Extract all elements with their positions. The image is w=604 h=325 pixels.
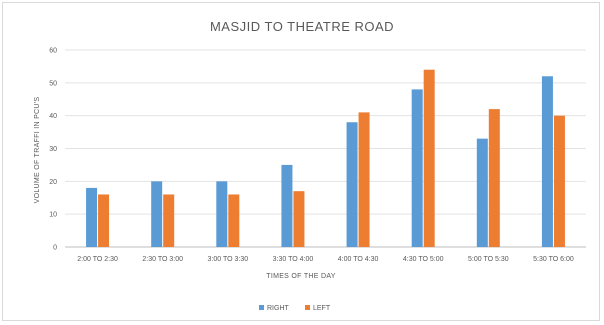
bar-left [98,194,110,247]
x-tick-label: 3:30 TO 4:00 [273,256,314,263]
y-axis-title: VOLUME OF TRAFFI IN PCU'S [34,97,41,204]
bar-right [151,181,163,247]
y-axis-ticks: 0 10 20 30 40 50 60 [49,48,57,252]
y-tick-label: 0 [53,245,57,252]
x-tick-label: 2:00 TO 2:30 [77,256,118,263]
y-tick-label: 30 [49,146,57,153]
x-tick-label: 3:00 TO 3:30 [208,256,249,263]
bar-right [216,181,228,247]
legend-label-right: RIGHT [267,305,290,312]
chart-title: MASJID TO THEATRE ROAD [210,19,394,34]
bar-left [358,112,370,247]
x-axis-title: TIMES OF THE DAY [266,273,336,280]
x-tick-label: 5:30 TO 6:00 [533,256,574,263]
legend-swatch-right [259,305,264,310]
legend-label-left: LEFT [313,305,331,312]
chart-frame [2,2,600,321]
bar-left [553,115,565,248]
bar-left [228,194,240,247]
bar-right [411,89,423,248]
y-tick-label: 20 [49,179,57,186]
y-tick-label: 10 [49,212,57,219]
bar-right [541,76,553,248]
bar-left [163,194,175,247]
bar-right [476,138,488,247]
x-tick-label: 4:30 TO 5:00 [403,256,444,263]
bar-right [86,187,98,247]
bar-left [423,69,435,247]
y-tick-label: 60 [49,48,57,55]
x-tick-label: 2:30 TO 3:00 [142,256,183,263]
y-tick-label: 40 [49,113,57,120]
x-axis-ticks: 2:00 TO 2:30 2:30 TO 3:00 3:00 TO 3:30 3:30… [77,256,574,263]
bar-left [293,191,305,247]
bar-right [281,164,293,247]
bars [86,69,565,248]
bar-right [346,122,358,247]
gridlines [65,49,586,248]
legend-swatch-left [305,305,310,310]
legend: RIGHT LEFT [259,305,331,312]
bar-left [488,109,500,247]
x-tick-label: 5:00 TO 5:30 [468,256,509,263]
x-tick-label: 4:00 TO 4:30 [338,256,379,263]
y-tick-label: 50 [49,80,57,87]
